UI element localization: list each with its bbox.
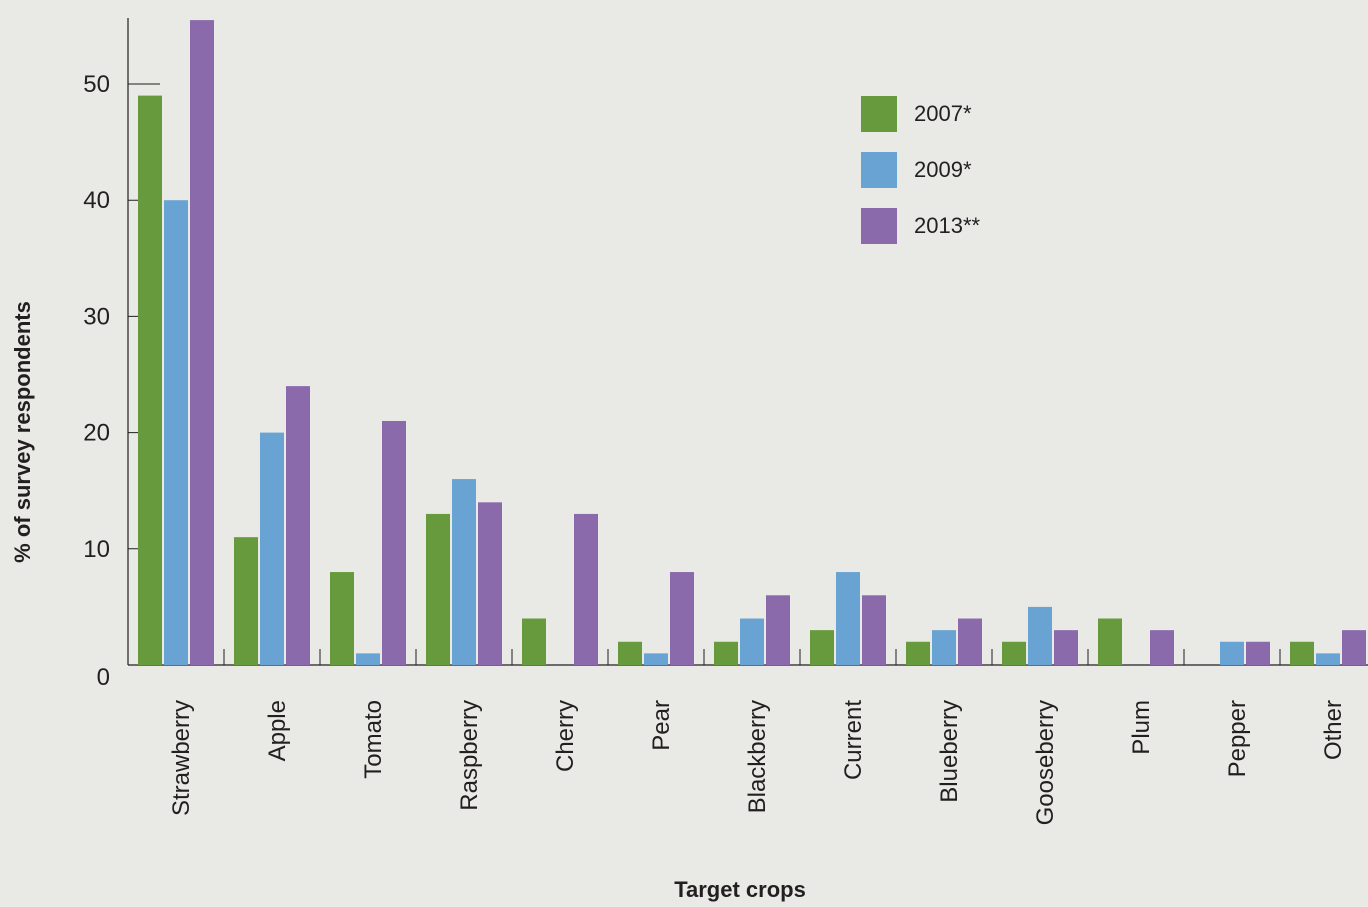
category-label-strawberry: Strawberry: [168, 700, 195, 816]
bar-blueberry-2009: [932, 630, 956, 665]
bar-other-2013: [1342, 630, 1366, 665]
bar-current-2007: [810, 630, 834, 665]
bar-blackberry-2013: [766, 595, 790, 665]
category-label-tomato: Tomato: [360, 700, 387, 779]
category-labels: Strawberry Apple Tomato Raspberry Cherry Pear…: [168, 700, 1347, 826]
y-tick-label: 0: [97, 664, 110, 691]
bar-gooseberry-2007: [1002, 641, 1026, 665]
bar-tomato-2009: [356, 653, 380, 665]
category-label-current: Current: [840, 700, 867, 780]
bar-gooseberry-2013: [1054, 630, 1078, 665]
bar-pepper-2009: [1220, 641, 1244, 665]
bar-cherry-2013: [574, 513, 598, 665]
category-label-blackberry: Blackberry: [744, 700, 771, 813]
bar-apple-2009: [260, 432, 284, 665]
bar-current-2013: [862, 595, 886, 665]
bar-strawberry-2013: [190, 20, 214, 665]
bar-pear-2007: [618, 641, 642, 665]
y-axis-title: % of survey respondents: [10, 301, 35, 563]
y-tick-label: 50: [83, 71, 110, 98]
y-tick-label: 40: [83, 187, 110, 214]
category-label-pepper: Pepper: [1224, 700, 1251, 777]
bar-raspberry-2013: [478, 502, 502, 665]
category-label-blueberry: Blueberry: [936, 700, 963, 803]
bar-raspberry-2009: [452, 479, 476, 665]
bar-gooseberry-2009: [1028, 606, 1052, 665]
category-label-raspberry: Raspberry: [456, 700, 483, 811]
bar-apple-2007: [234, 537, 258, 665]
bar-strawberry-2007: [138, 95, 162, 666]
category-label-pear: Pear: [648, 700, 675, 751]
bar-other-2009: [1316, 653, 1340, 665]
category-label-plum: Plum: [1128, 700, 1155, 755]
bar-other-2007: [1290, 641, 1314, 665]
bar-pepper-2013: [1246, 641, 1270, 665]
bar-current-2009: [836, 572, 860, 665]
bar-raspberry-2007: [426, 513, 450, 665]
bar-blueberry-2007: [906, 641, 930, 665]
y-tick-label: 20: [83, 420, 110, 447]
bar-plum-2013: [1150, 630, 1174, 665]
bar-pear-2013: [670, 572, 694, 665]
category-label-gooseberry: Gooseberry: [1032, 700, 1059, 825]
category-label-cherry: Cherry: [552, 700, 579, 772]
bar-plum-2007: [1098, 618, 1122, 665]
bar-cherry-2007: [522, 618, 546, 665]
bar-blueberry-2013: [958, 618, 982, 665]
legend-swatch-2013: [861, 208, 897, 244]
bars: [138, 20, 1366, 666]
bar-blackberry-2009: [740, 618, 764, 665]
legend-label-2013: 2013**: [914, 213, 981, 238]
bar-pear-2009: [644, 653, 668, 665]
bar-tomato-2013: [382, 420, 406, 665]
legend-label-2009: 2009*: [914, 157, 972, 182]
y-tick-label: 10: [83, 536, 110, 563]
bar-tomato-2007: [330, 572, 354, 665]
x-axis-title: Target crops: [674, 877, 806, 902]
category-label-apple: Apple: [264, 700, 291, 761]
legend-swatch-2009: [861, 152, 897, 188]
y-tick-label: 30: [83, 303, 110, 330]
bar-strawberry-2009: [164, 200, 188, 665]
legend: 2007* 2009* 2013**: [861, 96, 981, 244]
bar-blackberry-2007: [714, 641, 738, 665]
legend-label-2007: 2007*: [914, 101, 972, 126]
legend-swatch-2007: [861, 96, 897, 132]
category-label-other: Other: [1320, 700, 1347, 760]
bar-apple-2013: [286, 386, 310, 665]
